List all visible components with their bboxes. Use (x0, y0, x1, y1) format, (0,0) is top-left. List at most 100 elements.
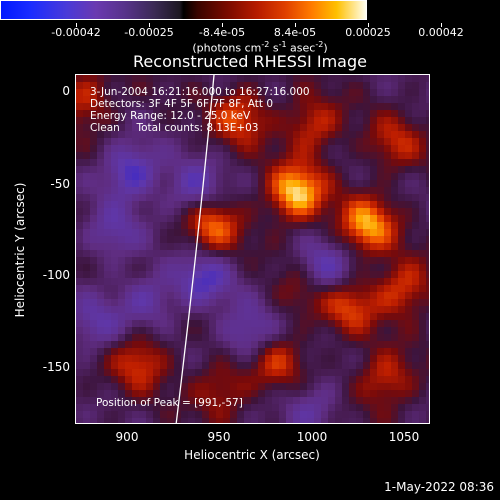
heatmap-cell (167, 75, 175, 83)
heatmap-cell (146, 299, 154, 307)
heatmap-cell (223, 390, 231, 398)
heatmap-cell (188, 390, 196, 398)
heatmap-cell (398, 250, 406, 258)
heatmap-cell (188, 334, 196, 342)
heatmap-cell (160, 320, 168, 328)
heatmap-cell (111, 369, 119, 377)
heatmap-cell (349, 145, 357, 153)
heatmap-cell (146, 383, 154, 391)
heatmap-cell (202, 243, 210, 251)
heatmap-cell (377, 173, 385, 181)
heatmap-cell (258, 117, 266, 125)
heatmap-cell (272, 390, 280, 398)
heatmap-cell (237, 411, 245, 419)
heatmap-cell (111, 145, 119, 153)
heatmap-cell (356, 89, 364, 97)
heatmap-cell (118, 362, 126, 370)
heatmap-cell (363, 355, 371, 363)
heatmap-cell (328, 187, 336, 195)
heatmap-cell (349, 208, 357, 216)
heatmap-cell (258, 334, 266, 342)
heatmap-cell (97, 201, 105, 209)
heatmap-cell (258, 271, 266, 279)
colorbar (0, 0, 367, 20)
heatmap-cell (363, 418, 371, 423)
heatmap-cell (342, 355, 350, 363)
heatmap-cell (118, 299, 126, 307)
heatmap-cell (300, 334, 308, 342)
heatmap-cell (286, 194, 294, 202)
heatmap-cell (111, 75, 119, 83)
heatmap-cell (104, 313, 112, 321)
heatmap-cell (342, 145, 350, 153)
heatmap-cell (230, 75, 238, 83)
heatmap-cell (237, 173, 245, 181)
heatmap-cell (391, 278, 399, 286)
heatmap-cell (342, 334, 350, 342)
heatmap-cell (419, 313, 427, 321)
heatmap-cell (286, 271, 294, 279)
heatmap-cell (300, 264, 308, 272)
heatmap-cell (349, 355, 357, 363)
heatmap-cell (139, 96, 147, 104)
heatmap-cell (384, 82, 392, 90)
heatmap-cell (153, 201, 161, 209)
heatmap-cell (314, 208, 322, 216)
heatmap-cell (363, 110, 371, 118)
heatmap-cell (272, 215, 280, 223)
heatmap-cell (202, 166, 210, 174)
heatmap-cell (300, 397, 308, 405)
heatmap-cell (146, 215, 154, 223)
heatmap-cell (188, 131, 196, 139)
heatmap-cell (195, 194, 203, 202)
heatmap-cell (125, 145, 133, 153)
heatmap-cell (391, 236, 399, 244)
heatmap-cell (202, 404, 210, 412)
heatmap-cell (132, 117, 140, 125)
heatmap-cell (181, 369, 189, 377)
heatmap-cell (321, 327, 329, 335)
heatmap-cell (426, 89, 429, 97)
heatmap-cell (370, 257, 378, 265)
heatmap-cell (146, 285, 154, 293)
heatmap-cell (293, 299, 301, 307)
heatmap-cell (132, 341, 140, 349)
heatmap-cell (321, 152, 329, 160)
heatmap-cell (377, 362, 385, 370)
heatmap-cell (419, 243, 427, 251)
heatmap-cell (83, 236, 91, 244)
heatmap-cell (307, 117, 315, 125)
heatmap-cell (90, 390, 98, 398)
heatmap-cell (391, 138, 399, 146)
heatmap-cell (118, 194, 126, 202)
heatmap-cell (139, 173, 147, 181)
heatmap-cell (216, 117, 224, 125)
heatmap-cell (132, 418, 140, 423)
heatmap-cell (160, 145, 168, 153)
heatmap-cell (188, 180, 196, 188)
heatmap-cell (146, 89, 154, 97)
heatmap-cell (321, 222, 329, 230)
heatmap-cell (237, 327, 245, 335)
heatmap-cell (307, 75, 315, 83)
heatmap-cell (370, 145, 378, 153)
heatmap-cell (223, 208, 231, 216)
heatmap-cell (335, 362, 343, 370)
heatmap-cell (272, 355, 280, 363)
heatmap-cell (174, 271, 182, 279)
heatmap-cell (286, 236, 294, 244)
heatmap-cell (356, 152, 364, 160)
heatmap-cell (307, 166, 315, 174)
heatmap-cell (377, 418, 385, 423)
heatmap-cell (272, 292, 280, 300)
heatmap-cell (286, 383, 294, 391)
heatmap-cell (195, 306, 203, 314)
heatmap-cell (349, 180, 357, 188)
heatmap-cell (349, 285, 357, 293)
heatmap-cell (342, 159, 350, 167)
heatmap-cell (244, 369, 252, 377)
heatmap-cell (146, 75, 154, 83)
heatmap-cell (244, 376, 252, 384)
heatmap-cell (188, 327, 196, 335)
heatmap-cell (398, 278, 406, 286)
